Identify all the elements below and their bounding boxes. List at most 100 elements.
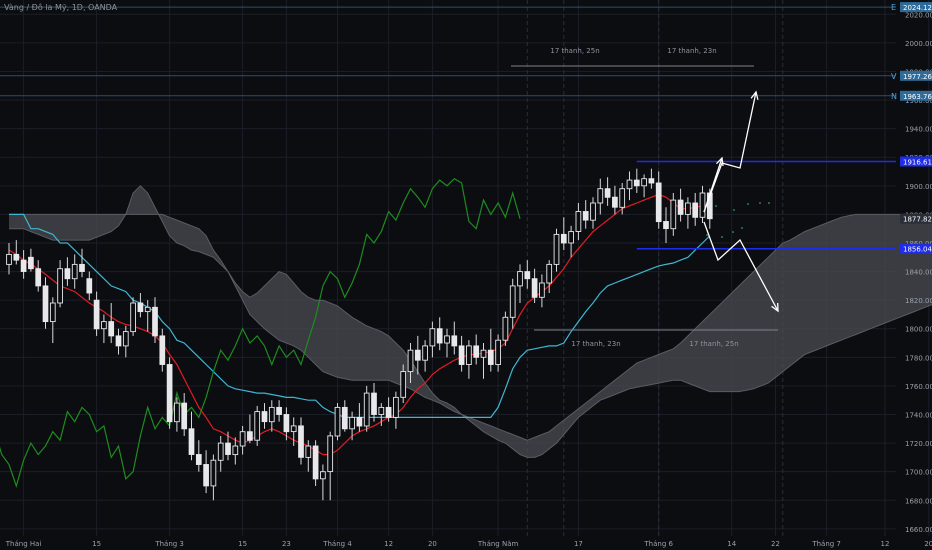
measure-label: 17 thanh, 25n xyxy=(550,47,599,55)
price-tick-label: 1840.000 xyxy=(905,269,932,277)
price-tick-label: 1780.000 xyxy=(905,354,932,362)
candle-down xyxy=(385,406,392,418)
candle-down xyxy=(524,271,531,280)
candle-up xyxy=(71,263,78,280)
candle-up xyxy=(546,263,553,284)
time-tick-label: 20 xyxy=(428,540,437,548)
candle-down xyxy=(473,345,480,358)
price-tick-label: 1680.000 xyxy=(905,497,932,505)
candle-up xyxy=(509,285,516,318)
symbol-title: Vàng / Đô la Mỹ, 1D, OANDA xyxy=(4,3,118,12)
candle-down xyxy=(312,445,319,480)
price-axis[interactable]: 1660.000 1680.000 1700.000 1720.000 1740.000… xyxy=(891,2,932,534)
candle-up xyxy=(699,192,706,218)
candle-down xyxy=(531,278,538,298)
senkou-a-line xyxy=(9,213,932,441)
price-label: 1916.615 xyxy=(903,159,932,167)
price-label-bg xyxy=(900,2,932,13)
candle-up xyxy=(130,302,136,333)
candle-down xyxy=(195,454,202,465)
price-tick-label: 2020.000 xyxy=(905,11,932,19)
candle-down xyxy=(298,425,304,458)
measure-label: 17 thanh, 23n xyxy=(667,47,716,55)
price-tick-label: 1820.000 xyxy=(905,297,932,305)
candle-up xyxy=(539,282,545,298)
candle-down xyxy=(341,406,348,430)
candle-down xyxy=(612,196,618,208)
candle-up xyxy=(144,306,151,313)
candle-up xyxy=(641,178,647,187)
candle-down xyxy=(137,302,144,313)
candle-down xyxy=(604,188,611,198)
price-tick-label: 1800.000 xyxy=(905,326,932,334)
ichimoku-cloud xyxy=(9,185,932,458)
down-arrow xyxy=(703,221,779,312)
up-arrow-long-head xyxy=(750,90,759,100)
candle-down xyxy=(79,263,85,272)
candle-up xyxy=(568,231,574,244)
candle-down xyxy=(414,349,421,361)
candle-down xyxy=(247,431,253,441)
projection-dot xyxy=(706,234,708,236)
price-tick-label: 1960.000 xyxy=(905,97,932,105)
candle-down xyxy=(356,416,363,427)
candle-up xyxy=(254,411,261,441)
candle-up xyxy=(174,402,180,423)
candle-down xyxy=(560,233,567,244)
time-tick-label: Tháng 4 xyxy=(322,540,352,548)
projection-dot xyxy=(715,205,717,207)
time-tick-label: Tháng 6 xyxy=(643,540,673,548)
candle-up xyxy=(685,202,691,215)
candle-up xyxy=(407,349,414,373)
candle-down xyxy=(458,345,465,365)
time-tick-label: 22 xyxy=(771,540,780,548)
price-tick-label: 1700.000 xyxy=(905,469,932,477)
candle-up xyxy=(101,321,107,330)
candle-up xyxy=(670,199,677,230)
candle-down xyxy=(181,402,188,430)
price-label: 1856.040 xyxy=(903,246,932,254)
projection-dot xyxy=(747,203,749,205)
candle-up xyxy=(495,339,501,365)
price-label: 1977.265 xyxy=(903,73,932,81)
time-axis[interactable]: Tháng Hai 15 Tháng 3 15 23 Tháng 4 12 20 Tháng N… xyxy=(0,536,932,550)
candle-up xyxy=(239,431,246,447)
candle-down xyxy=(20,259,27,272)
candle-up xyxy=(429,328,436,347)
candle-up xyxy=(320,471,326,480)
candle-down xyxy=(487,349,494,365)
candle-down xyxy=(371,392,377,415)
time-tick-label: Tháng 7 xyxy=(811,540,841,548)
tenkan-line xyxy=(8,193,710,456)
bar-measure-labels: 17 thanh, 25n 17 thanh, 23n 17 thanh, 23n 1… xyxy=(511,47,778,348)
time-tick-label: 23 xyxy=(282,540,291,548)
time-tick-label: 20 xyxy=(924,540,932,548)
candle-down xyxy=(93,299,100,330)
candle-up xyxy=(363,392,370,427)
candle-down xyxy=(451,335,458,347)
time-tick-label: Tháng Hai xyxy=(5,540,42,548)
grid xyxy=(0,0,930,536)
candle-up xyxy=(626,179,633,190)
candle-down xyxy=(261,411,268,423)
candle-up xyxy=(290,425,297,433)
candle-up xyxy=(444,335,450,344)
price-tick-label: 1660.000 xyxy=(905,526,932,534)
price-tick-label: 1900.000 xyxy=(905,183,932,191)
level-tag: V xyxy=(891,72,897,81)
projection-dot xyxy=(768,202,770,204)
time-tick-label: 14 xyxy=(727,540,736,548)
candle-down xyxy=(203,464,209,487)
candle-up xyxy=(378,406,385,415)
price-tick-label: 2000.000 xyxy=(905,40,932,48)
projection-dot xyxy=(721,236,723,238)
level-tag: E xyxy=(891,3,896,12)
projection-dot xyxy=(732,231,734,233)
candle-up xyxy=(502,316,509,341)
candle-up xyxy=(517,271,523,287)
candle-up xyxy=(122,331,129,347)
candle-down xyxy=(582,211,589,221)
price-label: 2024.124 xyxy=(903,4,932,12)
candle-down xyxy=(648,178,655,184)
